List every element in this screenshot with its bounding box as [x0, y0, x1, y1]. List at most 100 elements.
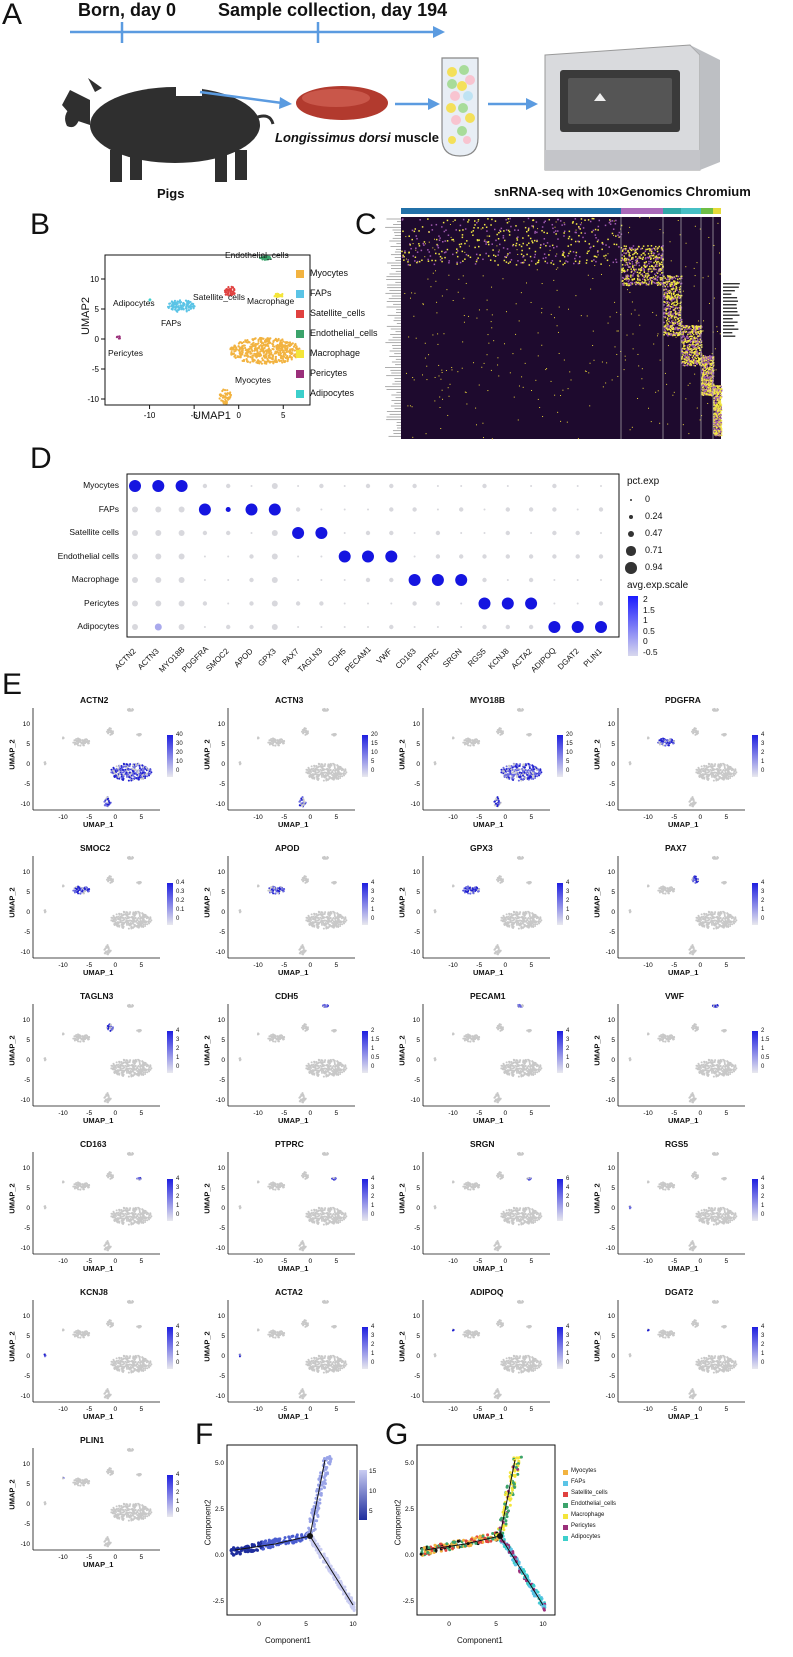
heatmap-cell: [639, 279, 641, 281]
heatmap-cell: [700, 419, 701, 420]
heatmap-cell: [661, 264, 663, 266]
dotplot-dot: [344, 509, 346, 511]
heatmap-cell: [476, 254, 478, 256]
heatmap-cell: [625, 283, 627, 285]
heatmap-cell: [667, 286, 669, 288]
heatmap-cell: [647, 273, 649, 275]
umap-b-xtick-label: 5: [281, 411, 286, 420]
feature-plot-point: [530, 778, 532, 780]
heatmap-cell: [616, 312, 617, 313]
heatmap-cell: [709, 303, 710, 304]
heatmap-cell: [685, 339, 687, 341]
dotplot-dot: [155, 624, 162, 631]
heatmap-cell: [629, 283, 631, 285]
umap-b-point: [289, 351, 291, 353]
heatmap-cell: [563, 235, 565, 237]
heatmap-cell: [507, 222, 509, 224]
heatmap-cell: [666, 313, 668, 315]
heatmap-cell: [526, 254, 528, 256]
heatmap-cell: [414, 379, 415, 380]
avg-exp-title: avg.exp.scale: [627, 580, 688, 591]
dotplot-dot: [204, 556, 206, 558]
dotplot-dot: [552, 507, 556, 511]
feature-plot-point: [299, 800, 301, 802]
heatmap-cell: [517, 254, 518, 255]
dotplot-dot: [320, 626, 322, 628]
heatmap-cell: [581, 218, 583, 220]
heatmap-cell: [470, 257, 472, 259]
heatmap-cell: [695, 330, 696, 331]
heatmap-cell: [477, 257, 479, 259]
feature-plot-point: [239, 762, 241, 764]
heatmap-cell: [482, 227, 484, 229]
heatmap-cell: [612, 220, 614, 222]
feature-plot-point: [132, 779, 134, 781]
heatmap-cell: [648, 269, 650, 270]
heatmap-cell: [667, 324, 669, 326]
dotplot-dot: [226, 507, 231, 512]
umap-b-point: [249, 351, 251, 353]
heatmap-cell: [666, 320, 668, 322]
heatmap-cell: [678, 329, 680, 331]
heatmap-cell: [585, 241, 587, 243]
heatmap-cell: [540, 247, 542, 249]
heatmap-cell: [421, 260, 423, 262]
heatmap-cell: [649, 266, 651, 268]
heatmap-cell: [697, 354, 699, 356]
heatmap-cell: [691, 338, 693, 340]
heatmap-cell: [718, 419, 720, 421]
heatmap-cell: [659, 269, 661, 271]
feature-plot-point: [283, 742, 285, 744]
heatmap-cell: [404, 252, 406, 254]
heatmap-cell: [434, 264, 436, 266]
heatmap-cell: [625, 278, 627, 280]
dotplot-dot: [272, 483, 278, 489]
heatmap-cell: [657, 333, 658, 334]
heatmap-cell: [627, 262, 629, 264]
heatmap-cell: [607, 239, 609, 241]
heatmap-cell: [651, 280, 652, 281]
heatmap-cell: [415, 256, 417, 258]
heatmap-cell: [667, 317, 669, 319]
heatmap-cell: [501, 228, 503, 230]
heatmap-cell: [442, 295, 443, 296]
heatmap-cell: [651, 266, 653, 268]
heatmap-cell: [721, 408, 723, 410]
heatmap-cell: [486, 227, 488, 229]
feature-plot-scale-label: 30: [176, 741, 183, 747]
heatmap-cell: [588, 275, 589, 276]
dotplot-dot: [484, 509, 486, 511]
heatmap-cell: [551, 381, 552, 382]
heatmap-cell: [655, 246, 657, 248]
umap-b-point: [167, 306, 169, 308]
feature-plot-point: [132, 765, 134, 767]
heatmap-cell: [707, 387, 709, 389]
heatmap-cell: [697, 327, 699, 329]
umap-b-point: [226, 401, 228, 403]
heatmap-cell: [670, 241, 671, 242]
heatmap-cell: [714, 365, 715, 366]
heatmap-cell: [647, 276, 649, 278]
feature-plot-scale-label: 10: [176, 759, 183, 765]
heatmap-cell: [592, 345, 593, 346]
feature-plot-point: [321, 767, 323, 769]
heatmap-cell: [422, 374, 423, 375]
heatmap-cell: [491, 321, 492, 322]
heatmap-cell: [418, 230, 420, 232]
heatmap-cell: [675, 307, 677, 309]
heatmap-cell: [641, 267, 643, 269]
heatmap-cell: [719, 434, 720, 435]
heatmap-cell: [676, 275, 678, 277]
heatmap-cell: [671, 316, 673, 318]
dotplot-dot: [344, 626, 346, 628]
heatmap-cell: [663, 276, 665, 278]
heatmap-cell: [660, 279, 662, 281]
heatmap-cell: [630, 282, 632, 284]
heatmap-cell: [673, 327, 675, 329]
feature-plot-point: [80, 741, 82, 743]
umap-b-point: [286, 346, 288, 348]
heatmap-cell: [656, 258, 658, 260]
heatmap-cell: [638, 262, 640, 264]
heatmap-cell: [610, 221, 612, 223]
heatmap-cell: [644, 272, 646, 274]
